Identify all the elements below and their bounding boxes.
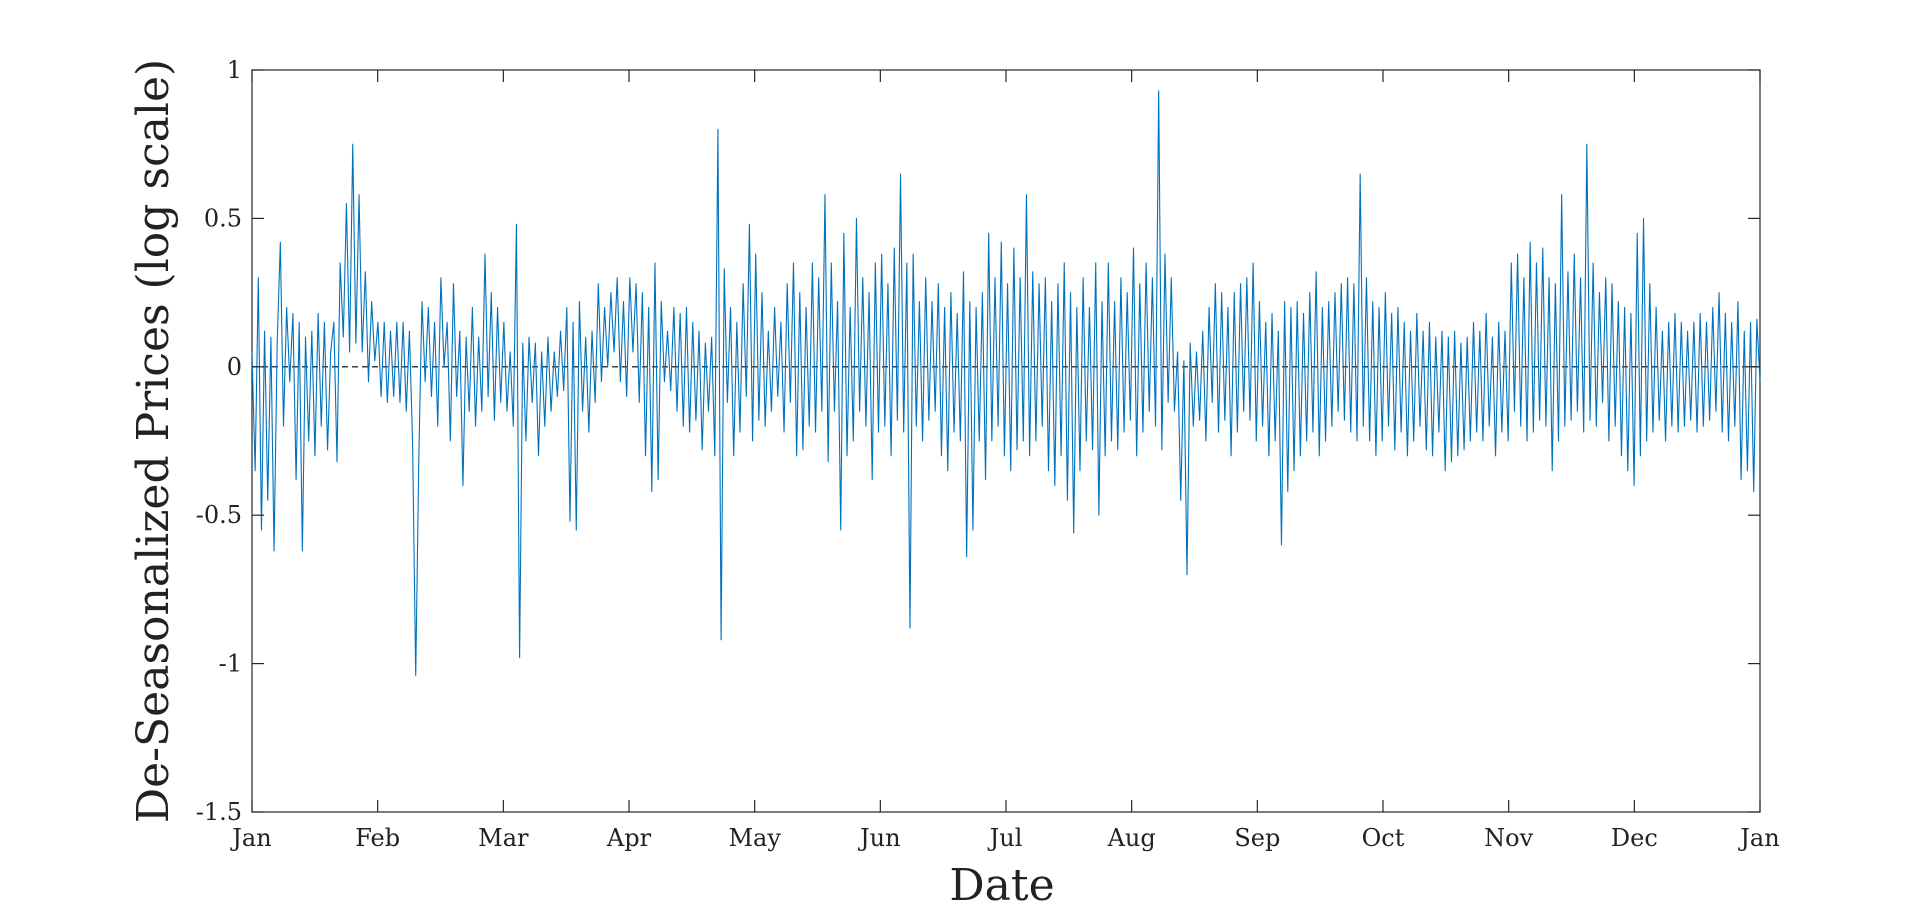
x-tick-label: Feb	[355, 824, 400, 852]
plot-frame	[251, 69, 1761, 813]
x-axis-title: Date	[949, 860, 1054, 911]
x-tick-label: May	[728, 824, 781, 852]
x-tick-label: Oct	[1362, 824, 1405, 852]
x-tick-label: Aug	[1107, 824, 1156, 852]
series-line-0	[251, 90, 1761, 677]
x-tick-label: Jun	[857, 824, 901, 852]
x-tick-label: Jul	[987, 824, 1023, 852]
y-tick-label: -0.5	[196, 501, 242, 529]
y-axis-title: De-Seasonalized Prices (log scale)	[128, 59, 179, 823]
y-tick-label: 0	[227, 353, 242, 381]
y-tick-label: -1	[219, 650, 242, 678]
y-tick-group: 1 0.5 0 -0.5 -1 -1.5	[196, 56, 1760, 826]
plot-area	[251, 69, 1761, 813]
x-tick-label: Nov	[1484, 824, 1533, 852]
y-axis-title-group: De-Seasonalized Prices (log scale)	[128, 59, 179, 823]
x-tick-label: Mar	[478, 824, 529, 852]
x-tick-label: Jan	[229, 824, 271, 852]
x-tick-label: Jan	[1737, 824, 1779, 852]
x-tick-label: Sep	[1234, 824, 1280, 852]
y-tick-label: -1.5	[196, 798, 242, 826]
x-tick-label: Apr	[606, 824, 652, 852]
x-tick-group: Jan Feb Mar Apr May Jun Jul Aug Sep Oct Nov Dec Jan	[229, 70, 1780, 852]
y-tick-label: 1	[227, 56, 242, 84]
x-tick-label: Dec	[1611, 824, 1658, 852]
y-tick-label: 0.5	[204, 204, 242, 232]
